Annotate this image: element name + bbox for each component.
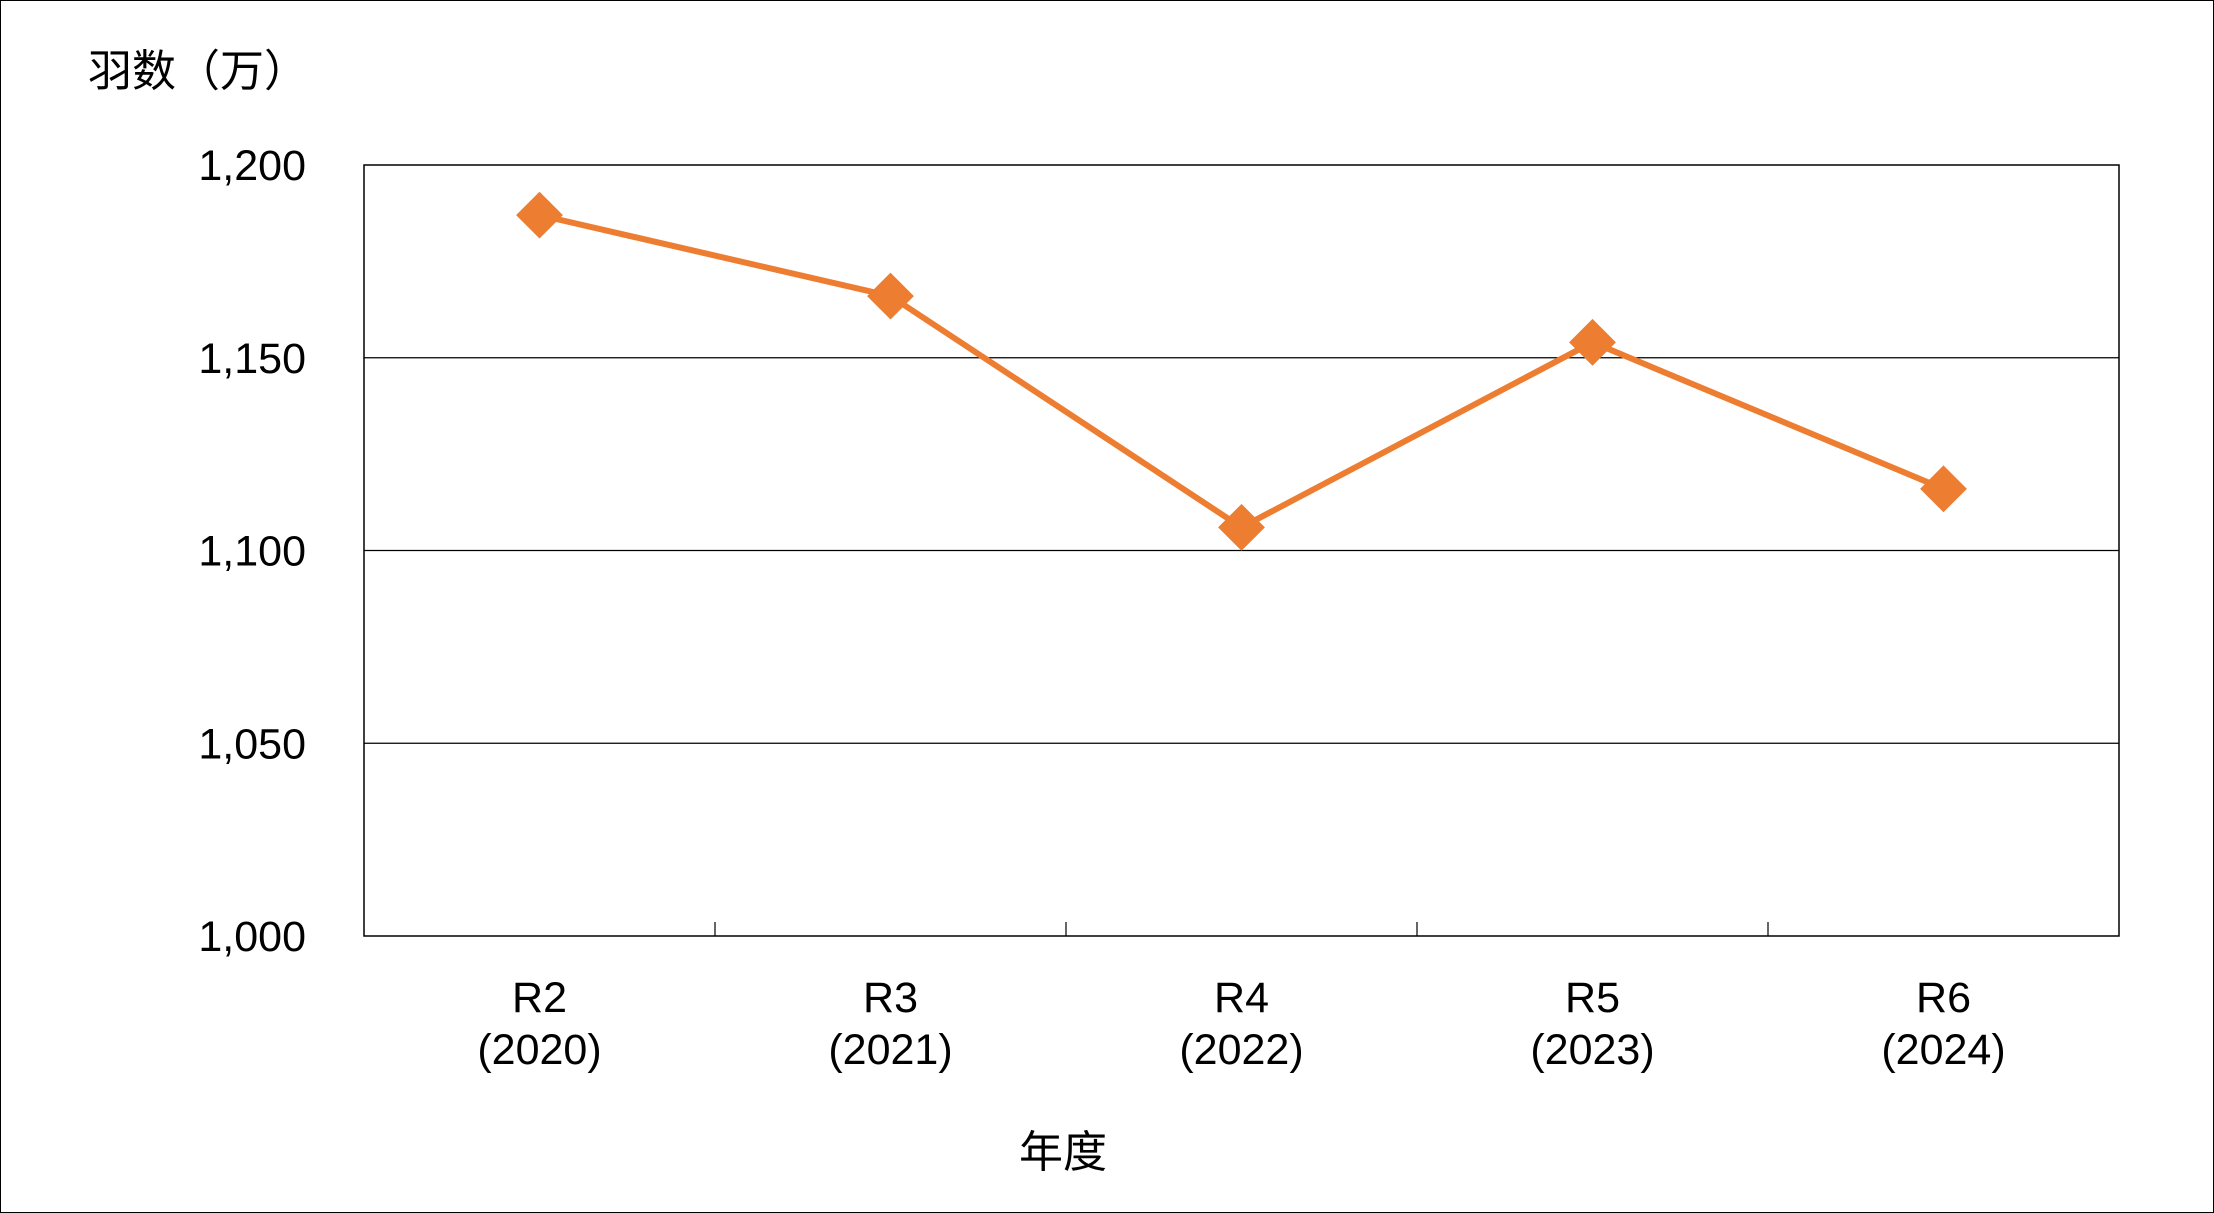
x-tick-label: R6 (2024): [1881, 974, 2005, 1074]
y-tick-label: 1,150: [198, 335, 306, 383]
data-point-marker: [1218, 503, 1265, 551]
x-tick-label-year: (2024): [1881, 1026, 2005, 1074]
y-tick-label: 1,050: [198, 720, 306, 768]
y-axis-title: 羽数（万）: [88, 46, 308, 97]
x-tick-label: R4 (2022): [1179, 974, 1303, 1074]
x-tick-label-era: R6: [1916, 974, 1971, 1022]
data-point-marker: [867, 272, 914, 320]
x-tick-label: R3 (2021): [828, 974, 952, 1074]
data-point-marker: [1920, 465, 1967, 513]
x-tick-label-era: R4: [1214, 974, 1269, 1022]
x-tick-label-year: (2022): [1179, 1026, 1303, 1074]
x-tick-label-year: (2023): [1530, 1026, 1654, 1074]
x-tick-label-era: R2: [512, 974, 567, 1022]
x-tick-label: R5 (2023): [1530, 974, 1654, 1074]
x-tick-label-year: (2020): [477, 1026, 601, 1074]
x-tick-label-year: (2021): [828, 1026, 952, 1074]
plot-area: [363, 164, 2120, 937]
y-tick-label: 1,100: [198, 528, 306, 576]
x-tick-label-era: R5: [1565, 974, 1620, 1022]
data-point-marker: [1569, 318, 1616, 366]
x-tick-label-era: R3: [863, 974, 918, 1022]
x-tick-label: R2 (2020): [477, 974, 601, 1074]
series-line: [538, 212, 1945, 531]
data-point-marker: [516, 191, 563, 239]
x-axis-title: 年度: [1019, 1127, 1107, 1178]
y-tick-label: 1,200: [198, 142, 306, 190]
y-tick-label: 1,000: [198, 913, 306, 961]
